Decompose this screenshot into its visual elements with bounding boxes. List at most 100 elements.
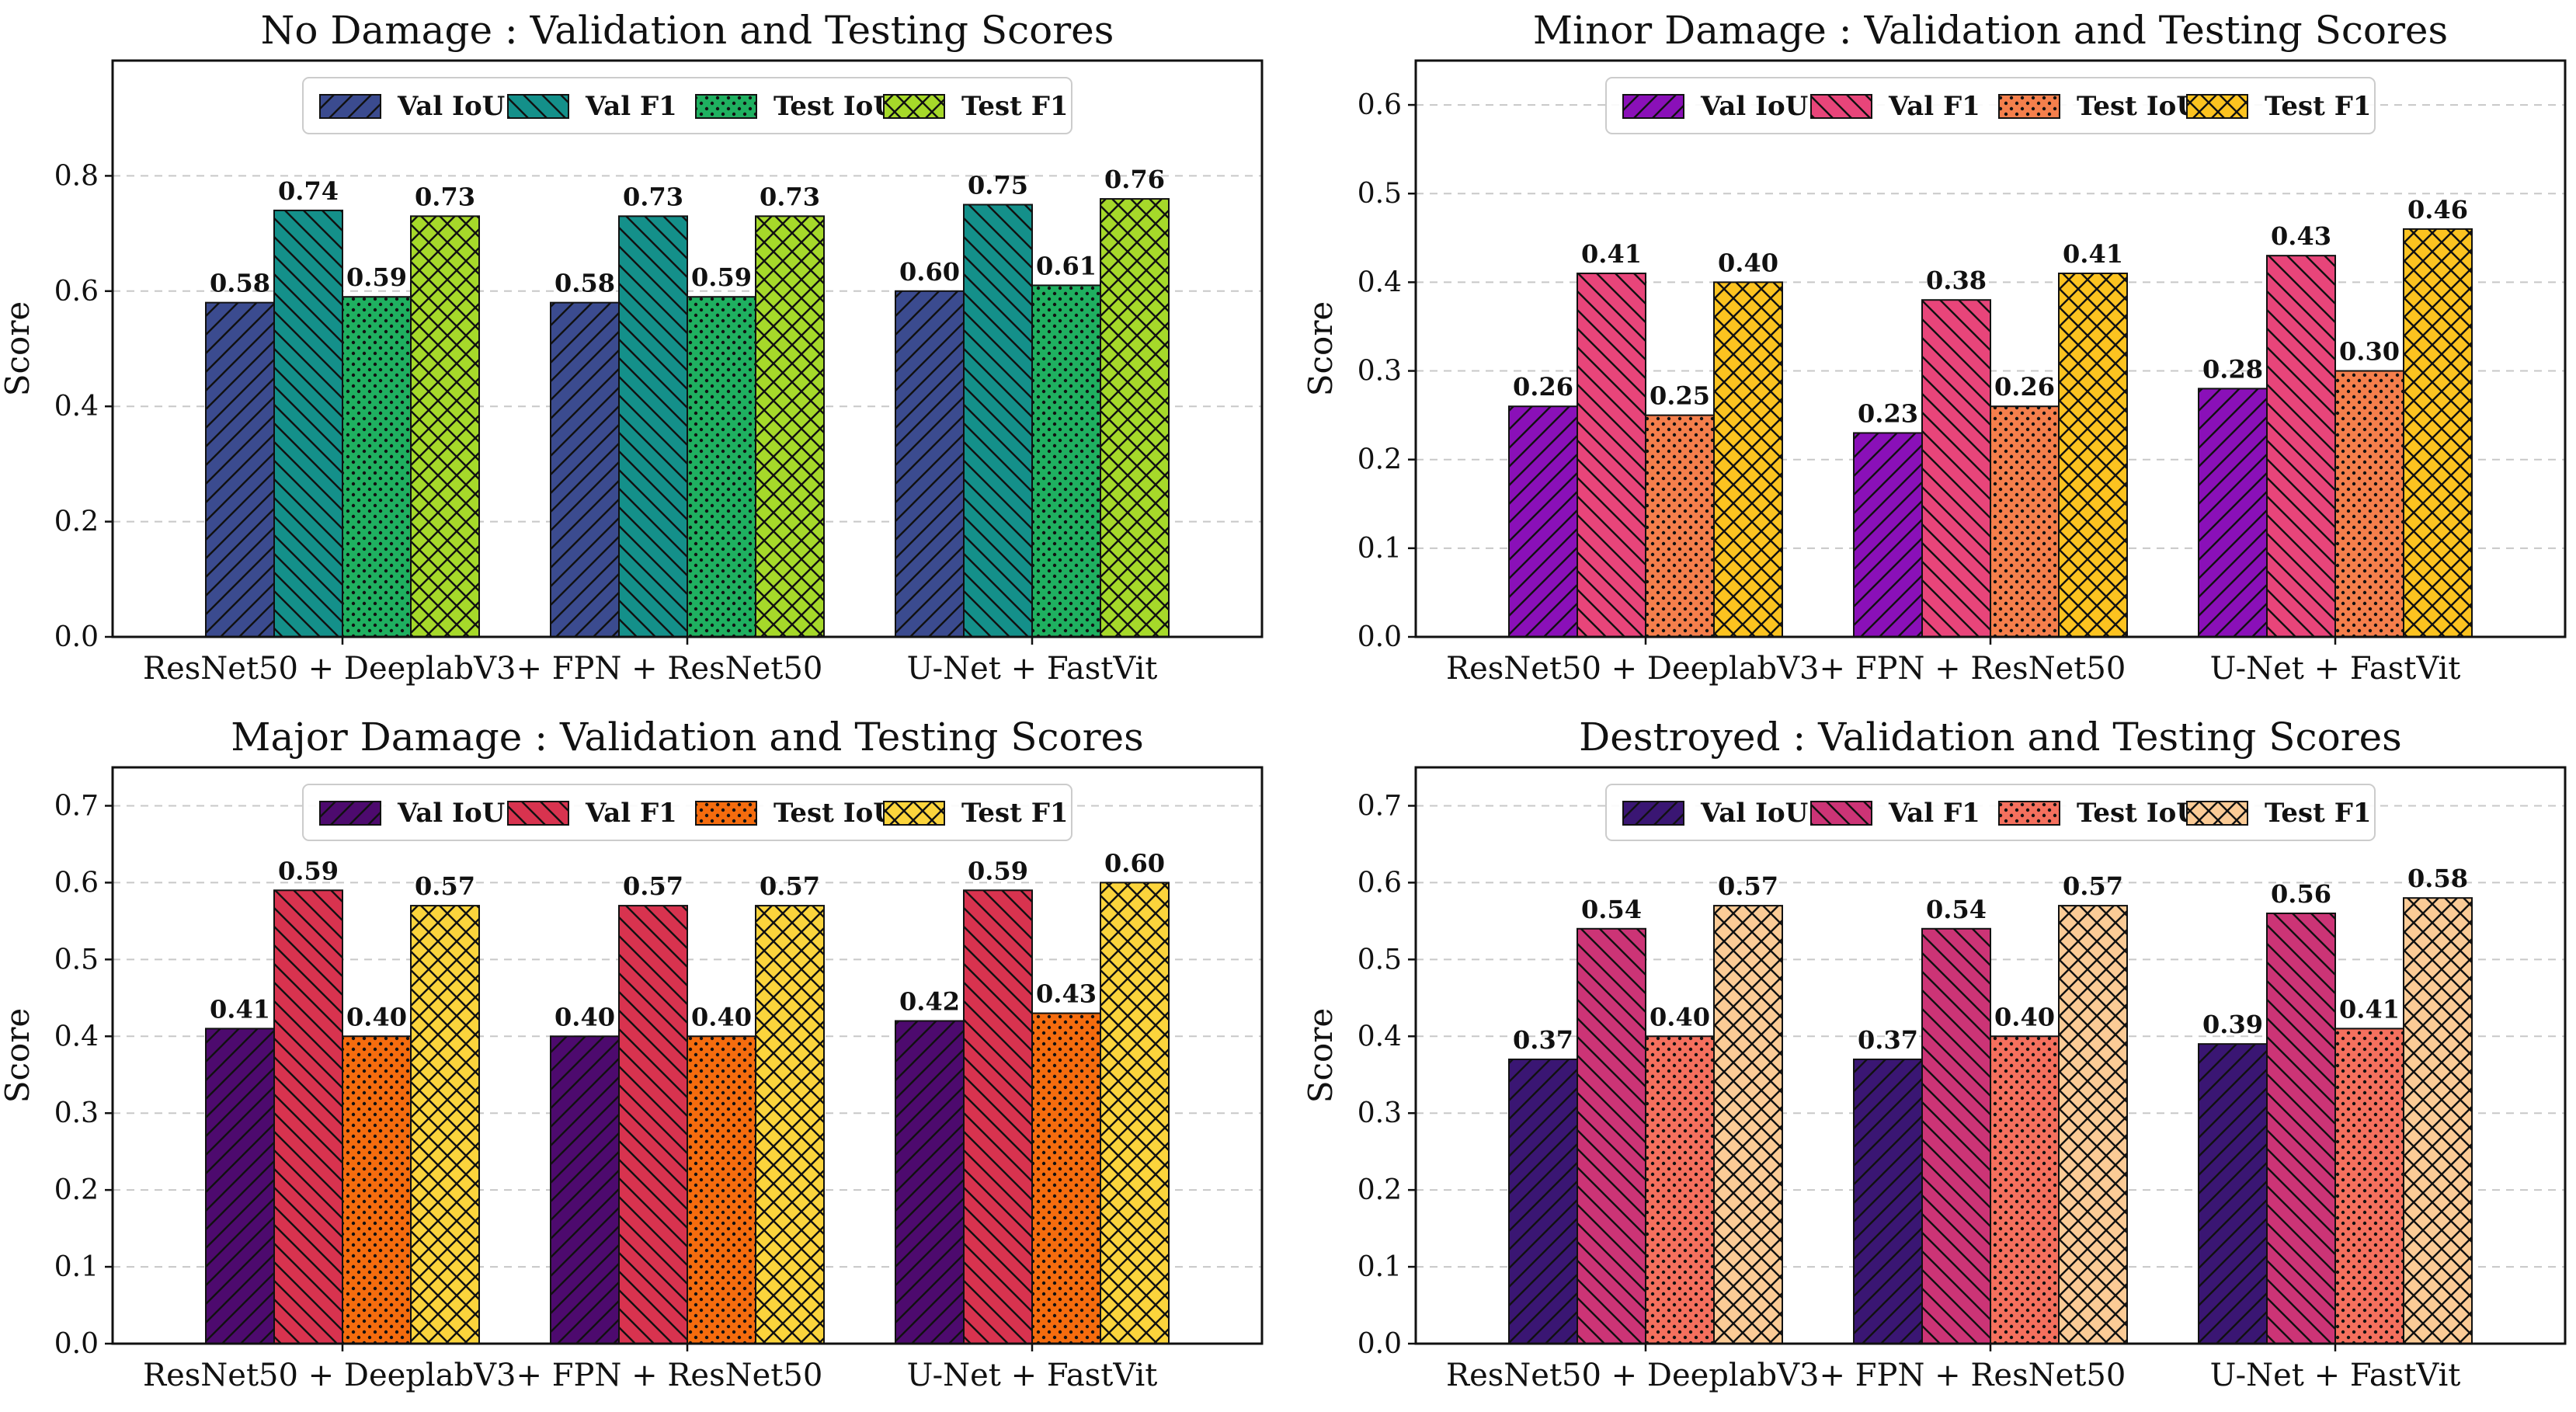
bar-value-label: 0.41 xyxy=(1581,239,1642,269)
bar-test-f1 xyxy=(2403,228,2473,638)
bar-value-label: 0.54 xyxy=(1926,895,1987,924)
y-tick-label: 0.6 xyxy=(1358,867,1402,899)
bar-value-label: 0.60 xyxy=(1104,848,1165,878)
bar-test-iou xyxy=(1645,1035,1715,1345)
y-axis-label: Score xyxy=(0,301,37,397)
y-tick-label: 0.8 xyxy=(54,160,99,192)
y-tick-label: 0.0 xyxy=(54,621,99,653)
bar-value-label: 0.40 xyxy=(1650,1002,1710,1031)
bar-val-f1 xyxy=(1921,299,1991,638)
bar-test-f1 xyxy=(755,905,825,1344)
chart-panel-3: Major Damage : Validation and Testing Sc… xyxy=(0,715,1264,1393)
y-tick-label: 0.2 xyxy=(54,506,99,538)
y-axis-label: Score xyxy=(1302,1008,1340,1104)
chart-panel-2: Minor Damage : Validation and Testing Sc… xyxy=(1302,8,2567,687)
bar-value-label: 0.59 xyxy=(691,263,752,292)
legend-swatch xyxy=(1998,94,2060,119)
y-tick-label: 0.3 xyxy=(1358,1097,1402,1129)
bar-value-label: 0.41 xyxy=(2339,994,2400,1024)
y-tick-label: 0.2 xyxy=(1358,1174,1402,1206)
y-tick-label: 0.2 xyxy=(1358,444,1402,476)
chart-title: Destroyed : Validation and Testing Score… xyxy=(1579,715,2402,760)
bar-test-iou xyxy=(2334,1028,2404,1344)
bar-val-f1 xyxy=(1921,927,1991,1344)
bar-test-f1 xyxy=(1713,281,1783,638)
y-tick-label: 0.3 xyxy=(1358,356,1402,388)
bar-val-f1 xyxy=(1577,272,1646,638)
x-tick-label: FPN + ResNet50 xyxy=(552,1358,823,1393)
chart-title: No Damage : Validation and Testing Score… xyxy=(261,8,1114,53)
y-tick-label: 0.5 xyxy=(1358,178,1402,210)
y-tick-label: 0.5 xyxy=(1358,944,1402,976)
plot-frame xyxy=(111,59,1264,638)
bar-value-label: 0.40 xyxy=(1718,248,1778,277)
bar-test-iou xyxy=(1031,1012,1101,1344)
plot-frame xyxy=(111,766,1264,1345)
bar-value-label: 0.56 xyxy=(2271,879,2331,909)
bar-val-f1 xyxy=(273,889,343,1344)
x-tick-label: U-Net + FastVit xyxy=(2210,651,2461,687)
legend-box xyxy=(302,77,1072,134)
bar-val-f1 xyxy=(1577,927,1646,1344)
bar-value-label: 0.30 xyxy=(2339,337,2400,367)
bar-val-iou xyxy=(2198,1043,2268,1345)
legend: Val IoU Val F1 Test IoU Test F1 xyxy=(1605,77,2376,134)
bar-value-label: 0.58 xyxy=(210,269,270,298)
y-tick-label: 0.4 xyxy=(54,1021,99,1052)
bar-value-label: 0.23 xyxy=(1858,398,1918,428)
chart-panel-4: Destroyed : Validation and Testing Score… xyxy=(1302,715,2567,1393)
legend-swatch xyxy=(695,801,757,826)
bar-test-f1 xyxy=(755,215,825,638)
bar-value-label: 0.58 xyxy=(2407,864,2468,893)
legend-swatch xyxy=(883,801,945,826)
y-tick-label: 0.1 xyxy=(1358,1251,1402,1283)
legend-label: Test IoU xyxy=(773,91,896,122)
legend: Val IoU Val F1 Test IoU Test F1 xyxy=(302,77,1072,134)
y-axis-label: Score xyxy=(1302,301,1340,397)
bar-value-label: 0.37 xyxy=(1858,1025,1918,1055)
bar-test-iou xyxy=(342,1035,412,1345)
bar-val-iou xyxy=(895,1020,965,1344)
bar-val-f1 xyxy=(2266,255,2336,638)
legend-swatch xyxy=(319,94,381,119)
bar-value-label: 0.40 xyxy=(554,1002,615,1031)
legend-label: Val IoU xyxy=(1700,91,1808,122)
legend-label: Val IoU xyxy=(1700,798,1808,829)
bar-value-label: 0.37 xyxy=(1513,1025,1573,1055)
bar-value-label: 0.60 xyxy=(899,257,960,287)
bar-val-iou xyxy=(1853,1058,1923,1344)
x-tick-label: ResNet50 + DeeplabV3+ xyxy=(1446,651,1845,687)
y-tick-label: 0.1 xyxy=(54,1251,99,1283)
legend-label: Val IoU xyxy=(397,91,505,122)
bar-val-iou xyxy=(1508,1058,1578,1344)
bar-val-iou xyxy=(550,301,620,638)
legend-swatch xyxy=(1622,94,1684,119)
bar-value-label: 0.38 xyxy=(1926,266,1987,295)
legend-swatch xyxy=(2186,94,2248,119)
bar-value-label: 0.25 xyxy=(1650,381,1710,411)
legend: Val IoU Val F1 Test IoU Test F1 xyxy=(1605,784,2376,841)
bar-val-iou xyxy=(895,290,965,638)
y-tick-label: 0.5 xyxy=(54,944,99,976)
bar-value-label: 0.43 xyxy=(1036,979,1097,1009)
y-axis-label: Score xyxy=(0,1008,37,1104)
legend-label: Test IoU xyxy=(2077,91,2199,122)
bar-value-label: 0.39 xyxy=(2202,1010,2263,1039)
bar-val-f1 xyxy=(618,215,688,638)
bar-val-f1 xyxy=(963,889,1033,1344)
bar-value-label: 0.41 xyxy=(2063,239,2123,269)
legend-swatch xyxy=(1998,801,2060,826)
bar-test-f1 xyxy=(2058,905,2128,1344)
bar-val-iou xyxy=(550,1035,620,1345)
bar-value-label: 0.40 xyxy=(346,1002,407,1031)
y-tick-label: 0.6 xyxy=(1358,89,1402,121)
bar-value-label: 0.59 xyxy=(346,263,407,292)
chart-title: Minor Damage : Validation and Testing Sc… xyxy=(1533,8,2448,53)
y-tick-label: 0.2 xyxy=(54,1174,99,1206)
bar-value-label: 0.59 xyxy=(968,856,1028,885)
bar-value-label: 0.54 xyxy=(1581,895,1642,924)
bar-value-label: 0.28 xyxy=(2202,354,2263,384)
bar-val-iou xyxy=(1508,405,1578,638)
legend-box xyxy=(1605,77,2376,134)
y-tick-label: 0.6 xyxy=(54,867,99,899)
